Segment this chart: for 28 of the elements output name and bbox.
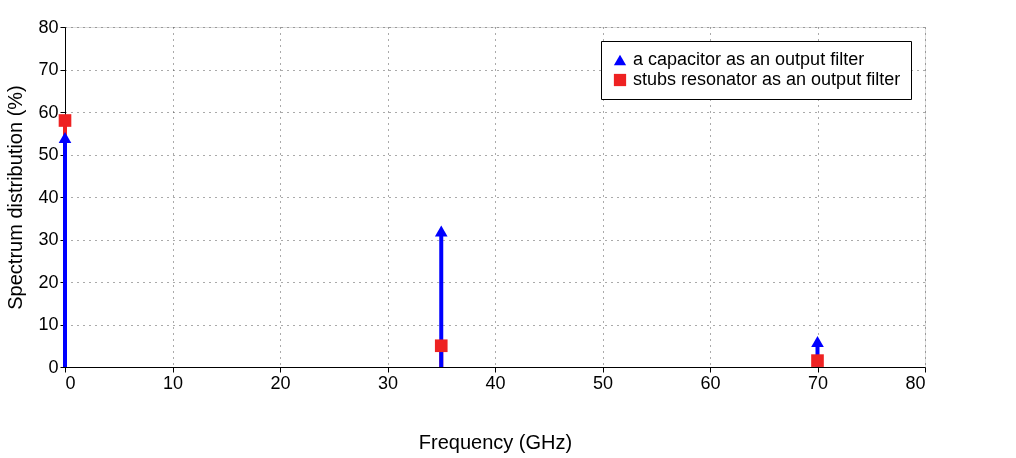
y-tick-label: 40 [38, 186, 59, 207]
y-tick-label: 30 [38, 229, 59, 249]
point [434, 339, 448, 353]
x-tick-label: 20 [270, 372, 291, 393]
y-tick-label: 70 [38, 59, 59, 79]
y-tick-label: 20 [38, 271, 59, 292]
x-axis-title: Frequency (GHz) [418, 430, 573, 453]
x-tick-label: 60 [700, 372, 721, 393]
legend-label: stubs resonator as an output filter [633, 69, 901, 89]
x-tick-label: 80 [905, 372, 926, 393]
point [58, 114, 72, 127]
point [811, 354, 824, 367]
x-tick-label: 10 [162, 372, 184, 393]
x-tick-label: 0 [65, 372, 76, 393]
point [58, 132, 72, 143]
point [434, 225, 448, 237]
y-tick-label: 60 [38, 101, 59, 122]
x-tick-label: 40 [485, 372, 506, 393]
y-axis-title: Spectrum distribution (%) [4, 85, 27, 310]
point [811, 336, 824, 347]
y-tick-label: 50 [38, 144, 59, 164]
y-tick-label: 0 [48, 356, 59, 377]
legend-label: a capacitor as an output filter [633, 49, 865, 69]
y-tick-label: 80 [38, 16, 59, 37]
x-tick-label: 30 [377, 372, 399, 393]
x-tick-label: 50 [592, 372, 614, 393]
y-tick-label: 10 [38, 314, 59, 334]
x-tick-label: 70 [807, 372, 829, 393]
